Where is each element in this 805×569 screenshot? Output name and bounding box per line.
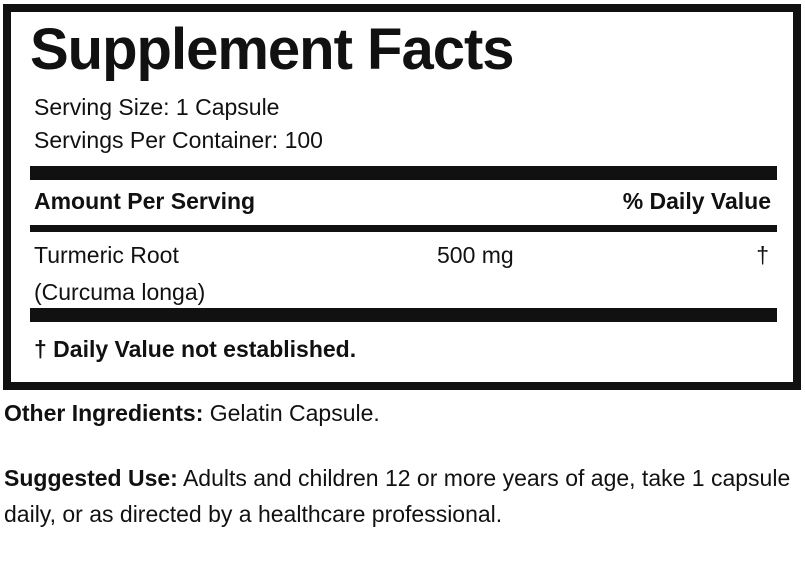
panel-title: Supplement Facts (30, 17, 515, 82)
other-ingredients-label: Other Ingredients: (4, 400, 204, 426)
thin-divider (30, 225, 777, 232)
suggested-use-text: Adults and children 12 or more years of … (4, 465, 791, 527)
ingredient-name: Turmeric Root (34, 242, 179, 268)
servings-per-container: Servings Per Container: 100 (34, 127, 323, 153)
ingredient-amount: 500 mg (437, 242, 514, 268)
amount-per-serving-header: Amount Per Serving (34, 188, 256, 214)
other-ingredients: Other Ingredients: Gelatin Capsule. (4, 395, 380, 431)
serving-size: Serving Size: 1 Capsule (34, 94, 280, 120)
other-ingredients-text: Gelatin Capsule. (203, 400, 380, 426)
daily-value-header: % Daily Value (622, 188, 771, 214)
footnote: † Daily Value not established. (34, 336, 357, 362)
supplement-facts-panel (3, 4, 801, 390)
suggested-use-label: Suggested Use: (4, 465, 178, 491)
thick-divider (30, 166, 777, 180)
ingredient-dv: † (756, 242, 769, 268)
thick-divider (30, 308, 777, 322)
suggested-use: Suggested Use: Adults and children 12 or… (4, 460, 794, 532)
ingredient-latin-name: (Curcuma longa) (34, 279, 206, 305)
